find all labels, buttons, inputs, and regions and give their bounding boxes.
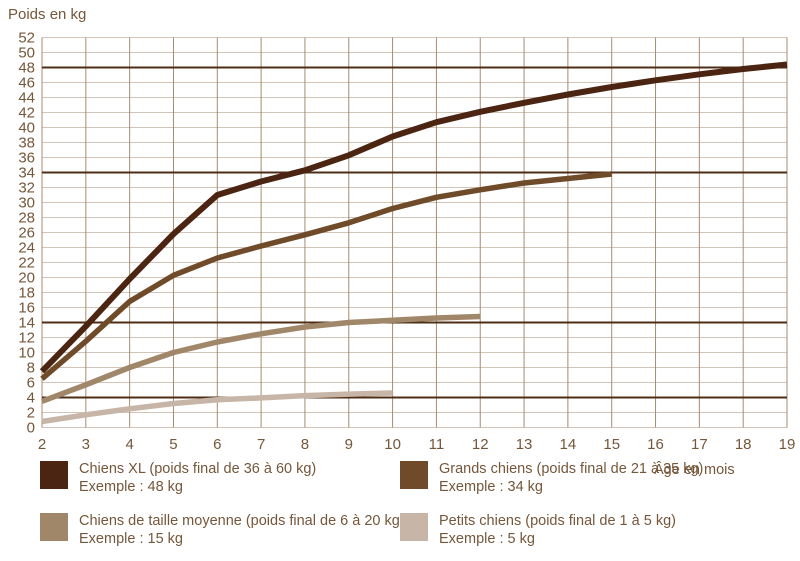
legend-text-grands-chiens: Grands chiens (poids final de 21 à 35 kg…	[439, 461, 703, 496]
curve-chiens-xl	[39, 61, 788, 374]
legend-item-chiens-xl: Chiens XL (poids final de 36 à 60 kg) Ex…	[40, 461, 316, 496]
legend-item-chiens-moyens: Chiens de taille moyenne (poids final de…	[40, 513, 405, 548]
legend-swatch-grands-chiens	[400, 461, 428, 489]
x-tick-label: 9	[345, 436, 353, 453]
x-tick-label: 12	[472, 436, 489, 453]
x-tick-label: 14	[560, 436, 577, 453]
curve-chiens-moyens	[41, 313, 481, 404]
y-tick-label: 50	[18, 45, 35, 62]
legend-example-chiens-xl: Exemple : 48 kg	[79, 478, 183, 495]
y-tick-label: 46	[18, 75, 35, 92]
y-tick-label: 30	[18, 195, 35, 212]
curve-petits-chiens	[41, 390, 393, 425]
y-tick-label: 12	[18, 330, 35, 347]
y-tick-label: 52	[18, 30, 35, 47]
x-tick-label: 6	[213, 436, 221, 453]
legend-text-petits-chiens: Petits chiens (poids final de 1 à 5 kg) …	[439, 513, 676, 548]
y-tick-label: 34	[18, 165, 35, 182]
legend-example-grands-chiens: Exemple : 34 kg	[439, 478, 543, 495]
y-tick-label: 44	[18, 90, 35, 107]
legend-label-chiens-moyens: Chiens de taille moyenne (poids final de…	[79, 513, 405, 529]
y-axis-title: Poids en kg	[8, 6, 87, 23]
x-tick-label: 7	[257, 436, 265, 453]
y-tick-label: 16	[18, 300, 35, 317]
growth-curves-chart: 0246810121416182022242628303234363840424…	[18, 30, 796, 454]
y-tick-label: 24	[18, 240, 35, 257]
y-tick-label: 14	[18, 315, 35, 332]
legend-example-chiens-moyens: Exemple : 15 kg	[79, 530, 183, 547]
y-tick-label: 40	[18, 120, 35, 137]
x-tick-label: 19	[779, 436, 796, 453]
y-tick-label: 38	[18, 135, 35, 152]
y-tick-label: 48	[18, 60, 35, 77]
x-tick-label: 11	[429, 436, 445, 453]
y-tick-label: 0	[27, 420, 35, 437]
y-tick-label: 32	[18, 180, 35, 197]
x-tick-label: 15	[603, 436, 620, 453]
y-tick-label: 36	[18, 150, 35, 167]
y-tick-label: 18	[18, 285, 35, 302]
y-tick-label: 10	[18, 345, 35, 362]
legend-label-chiens-xl: Chiens XL (poids final de 36 à 60 kg)	[79, 461, 317, 477]
x-tick-label: 4	[125, 436, 133, 453]
legend-swatch-petits-chiens	[400, 513, 428, 541]
y-tick-label: 26	[18, 225, 35, 242]
x-tick-label: 2	[38, 436, 46, 453]
y-tick-label: 20	[18, 270, 35, 287]
x-tick-label: 17	[691, 436, 708, 453]
x-tick-label: 16	[647, 436, 664, 453]
x-tick-label: 10	[384, 436, 401, 453]
legend-item-petits-chiens: Petits chiens (poids final de 1 à 5 kg) …	[400, 513, 676, 548]
legend-text-chiens-moyens: Chiens de taille moyenne (poids final de…	[79, 513, 405, 548]
x-tick-label: 18	[735, 436, 752, 453]
y-tick-label: 22	[18, 255, 35, 272]
x-axis-title: Âge en mois	[654, 462, 735, 478]
y-tick-label: 28	[18, 210, 35, 227]
y-tick-label: 8	[27, 360, 35, 377]
legend-example-petits-chiens: Exemple : 5 kg	[439, 530, 535, 547]
y-tick-label: 42	[18, 105, 35, 122]
legend-swatch-chiens-xl	[40, 461, 68, 489]
x-tick-label: 5	[169, 436, 177, 453]
x-tick-label: 3	[82, 436, 90, 453]
x-tick-label: 8	[301, 436, 309, 453]
y-tick-label: 6	[27, 375, 35, 392]
y-tick-label: 4	[27, 390, 35, 407]
y-tick-label: 2	[27, 405, 35, 422]
x-tick-label: 13	[516, 436, 533, 453]
legend-label-petits-chiens: Petits chiens (poids final de 1 à 5 kg)	[439, 513, 676, 529]
curve-grands-chiens	[40, 171, 612, 381]
legend-text-chiens-xl: Chiens XL (poids final de 36 à 60 kg) Ex…	[79, 461, 316, 496]
legend-item-grands-chiens: Grands chiens (poids final de 21 à 35 kg…	[400, 461, 703, 496]
legend-label-grands-chiens: Grands chiens (poids final de 21 à 35 kg…	[439, 461, 704, 477]
legend-swatch-chiens-moyens	[40, 513, 68, 541]
